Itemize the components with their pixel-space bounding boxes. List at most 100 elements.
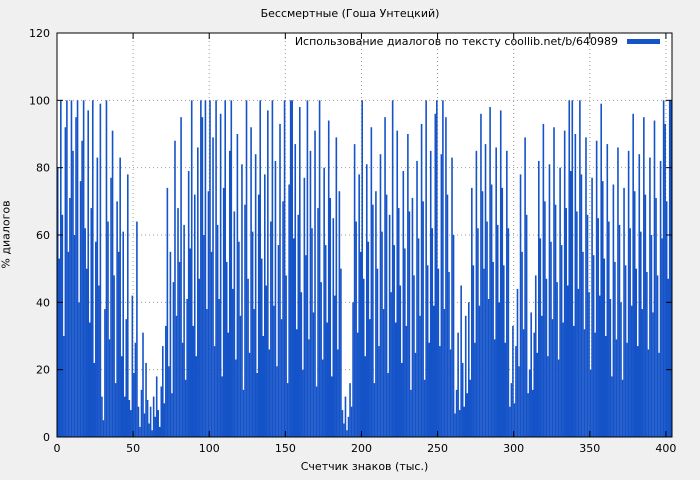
chart-bar bbox=[384, 117, 386, 438]
chart-bar bbox=[232, 288, 234, 437]
chart-bar bbox=[604, 336, 607, 437]
chart-bar bbox=[130, 410, 132, 437]
chart-bar bbox=[635, 268, 638, 437]
chart-bar bbox=[334, 295, 336, 437]
chart-bar bbox=[157, 410, 160, 437]
chart-bar bbox=[289, 100, 292, 437]
chart-bar bbox=[238, 241, 240, 437]
chart-bar bbox=[146, 399, 149, 437]
chart-bar bbox=[119, 157, 121, 437]
chart-bar bbox=[166, 187, 169, 437]
chart-bar bbox=[206, 309, 208, 437]
chart-bar bbox=[541, 315, 543, 437]
chart-bar bbox=[499, 110, 502, 438]
chart-bar bbox=[201, 117, 204, 438]
chart-bar bbox=[321, 359, 324, 437]
legend: Использование диалогов по тексту coollib… bbox=[295, 35, 660, 48]
chart-bar bbox=[556, 282, 558, 437]
chart-bar bbox=[338, 191, 341, 437]
chart-bar bbox=[259, 100, 262, 437]
chart-bar bbox=[347, 416, 350, 437]
chart-bar bbox=[484, 144, 487, 437]
chart-bar bbox=[378, 346, 380, 437]
chart-bar bbox=[624, 265, 627, 437]
chart-bar bbox=[98, 285, 100, 437]
chart-bar bbox=[592, 255, 595, 437]
chart-bar bbox=[436, 100, 438, 437]
chart-bar bbox=[288, 184, 290, 437]
chart-bar bbox=[207, 191, 210, 437]
chart-bar bbox=[349, 383, 351, 437]
chart-bar bbox=[352, 302, 354, 437]
chart-bar bbox=[239, 315, 242, 437]
chart-bar bbox=[522, 329, 525, 437]
chart-bar bbox=[413, 275, 415, 437]
chart-bar bbox=[299, 107, 301, 437]
chart-bar bbox=[408, 211, 411, 437]
chart-bar bbox=[533, 332, 536, 437]
chart-bar bbox=[472, 265, 475, 437]
chart-bar bbox=[171, 393, 173, 437]
chart-bar bbox=[291, 100, 293, 437]
chart-bar bbox=[506, 150, 508, 437]
chart-bar bbox=[595, 140, 598, 438]
chart-bar bbox=[91, 100, 94, 437]
chart-bar bbox=[337, 349, 339, 437]
chart-bar bbox=[224, 100, 227, 437]
chart-bar bbox=[393, 245, 395, 437]
chart-bar bbox=[285, 275, 287, 437]
chart-bar bbox=[518, 366, 520, 437]
chart-bar bbox=[478, 305, 481, 437]
chart-bar bbox=[636, 346, 639, 437]
chart-bar bbox=[585, 137, 587, 437]
chart-bar bbox=[99, 103, 102, 437]
chart-bar bbox=[480, 113, 482, 438]
chart-bar bbox=[467, 302, 470, 437]
chart-bar bbox=[350, 406, 353, 437]
chart-bar bbox=[230, 100, 233, 437]
chart-bar bbox=[143, 413, 146, 437]
chart-bar bbox=[222, 187, 225, 437]
chart-bar bbox=[280, 319, 283, 437]
chart-bar bbox=[414, 352, 417, 437]
chart-bar bbox=[405, 325, 408, 437]
x-axis-label: Счетчик знаков (тыс.) bbox=[300, 460, 429, 473]
chart-bar bbox=[509, 406, 511, 437]
chart-bar bbox=[538, 160, 540, 437]
chart-bar bbox=[90, 208, 93, 437]
y-tick-label: 0 bbox=[43, 431, 50, 444]
chart-bar bbox=[442, 100, 444, 437]
chart-bar bbox=[606, 144, 609, 437]
chart-bar bbox=[183, 224, 185, 437]
chart-bar bbox=[536, 352, 539, 437]
chart-bar bbox=[641, 309, 644, 437]
chart-bar bbox=[661, 238, 663, 437]
chart-bar bbox=[662, 100, 665, 437]
chart-bar bbox=[247, 278, 249, 437]
chart-bar bbox=[215, 100, 217, 437]
chart-bar bbox=[653, 120, 656, 437]
chart-bar bbox=[219, 113, 222, 438]
chart-bar bbox=[134, 342, 137, 437]
chart-bar bbox=[262, 336, 265, 437]
chart-bar bbox=[525, 214, 528, 437]
chart-bar bbox=[583, 329, 586, 437]
chart-bar bbox=[559, 167, 561, 438]
chart-bar bbox=[574, 134, 577, 437]
chart-bar bbox=[73, 235, 76, 437]
chart-bar bbox=[586, 214, 589, 437]
chart-bar bbox=[463, 406, 466, 437]
chart-bar bbox=[460, 285, 462, 437]
chart-bar bbox=[455, 389, 458, 437]
chart-bar bbox=[88, 322, 91, 437]
chart-bar bbox=[286, 383, 289, 437]
chart-bar bbox=[667, 278, 669, 437]
chart-bar bbox=[335, 137, 338, 437]
chart-bar bbox=[96, 157, 99, 437]
chart-bar bbox=[621, 379, 624, 437]
chart-bar bbox=[639, 231, 642, 437]
chart-bar bbox=[216, 224, 219, 437]
chart-bar bbox=[70, 100, 73, 437]
legend-label: Использование диалогов по тексту coollib… bbox=[294, 35, 618, 48]
